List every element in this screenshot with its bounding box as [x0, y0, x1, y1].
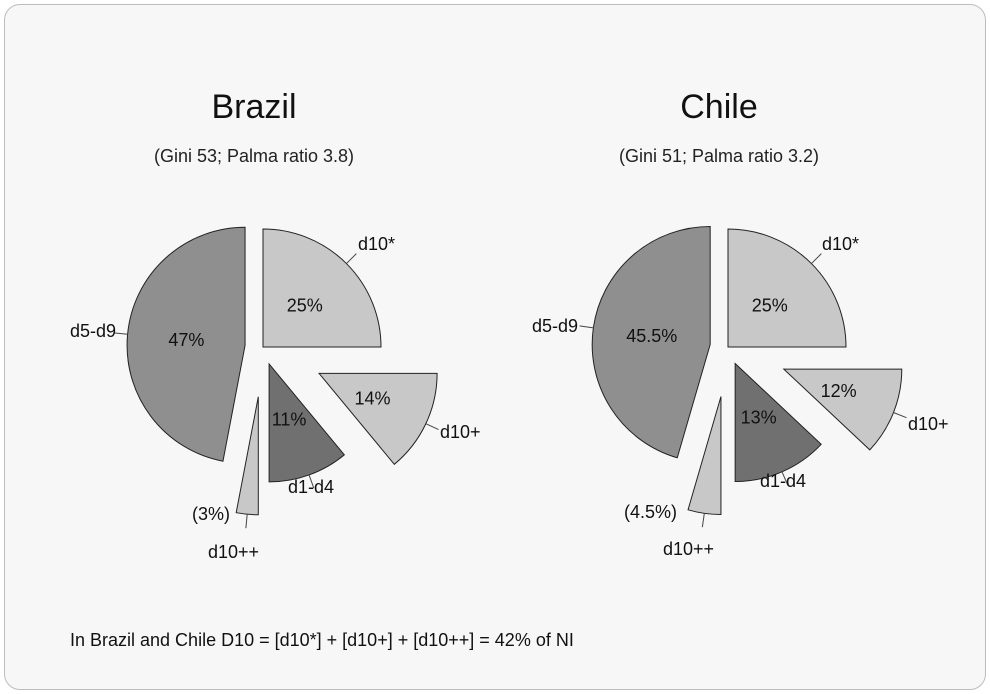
pie-slice-d10plusplus [235, 396, 259, 516]
leader-line [811, 253, 822, 264]
leader-line [113, 332, 128, 335]
leader-line [346, 253, 357, 264]
leader-line [425, 423, 439, 431]
pie-slice-d10plusplus [687, 396, 722, 516]
slice-value-label: 25% [287, 295, 323, 315]
slice-name-label: d1-d4 [288, 477, 334, 497]
slice-name-label: d1-d4 [760, 471, 806, 491]
slice-name-label: d10* [822, 234, 859, 254]
leader-line [245, 514, 248, 529]
slice-value-label: 25% [752, 295, 788, 315]
pie-slice-d10plus [318, 372, 438, 466]
slice-name-label: d10+ [440, 422, 481, 442]
pie-slice-d5-d9 [591, 225, 711, 459]
pie-slice-d1-d4 [734, 362, 822, 483]
slice-value-label: 12% [821, 381, 857, 401]
pie-chart-brazil: Brazil (Gini 53; Palma ratio 3.8) 25% d10* 1… [70, 88, 481, 562]
chart-subtitle: (Gini 51; Palma ratio 3.2) [619, 146, 819, 166]
leader-line [781, 471, 789, 485]
slice-value-label: 11% [272, 409, 307, 429]
chart-title: Brazil [211, 88, 296, 126]
slice-value-label: 45.5% [626, 326, 677, 346]
pie-chart-chile: Chile (Gini 51; Palma ratio 3.2) 25% d10* 12… [532, 88, 949, 559]
pie-slice-d10star [727, 228, 847, 348]
pie-slice-d5-d9 [126, 226, 246, 462]
pie-slice-d1-d4 [268, 362, 346, 483]
slice-name-label: d10++ [208, 542, 259, 562]
slice-value-label: 47% [168, 330, 204, 350]
slice-name-label: d5-d9 [70, 321, 116, 341]
slice-name-label: d5-d9 [532, 316, 578, 336]
slice-name-label: d10* [358, 234, 395, 254]
slice-name-label: d10+ [908, 414, 949, 434]
footnote: In Brazil and Chile D10 = [d10*] + [d10+… [70, 630, 574, 650]
chart-title: Chile [680, 88, 757, 126]
slice-value-label: (4.5%) [624, 502, 677, 522]
leader-line [579, 325, 594, 329]
slice-name-label: d10++ [663, 539, 714, 559]
slice-value-label: 13% [741, 408, 777, 428]
slice-value-label: (3%) [192, 504, 230, 524]
pie-slice-d10star [262, 228, 382, 348]
leader-line [893, 412, 907, 419]
slice-value-label: 14% [354, 389, 390, 409]
chart-subtitle: (Gini 53; Palma ratio 3.8) [154, 146, 354, 166]
leader-line [701, 513, 705, 528]
leader-line [308, 474, 315, 489]
